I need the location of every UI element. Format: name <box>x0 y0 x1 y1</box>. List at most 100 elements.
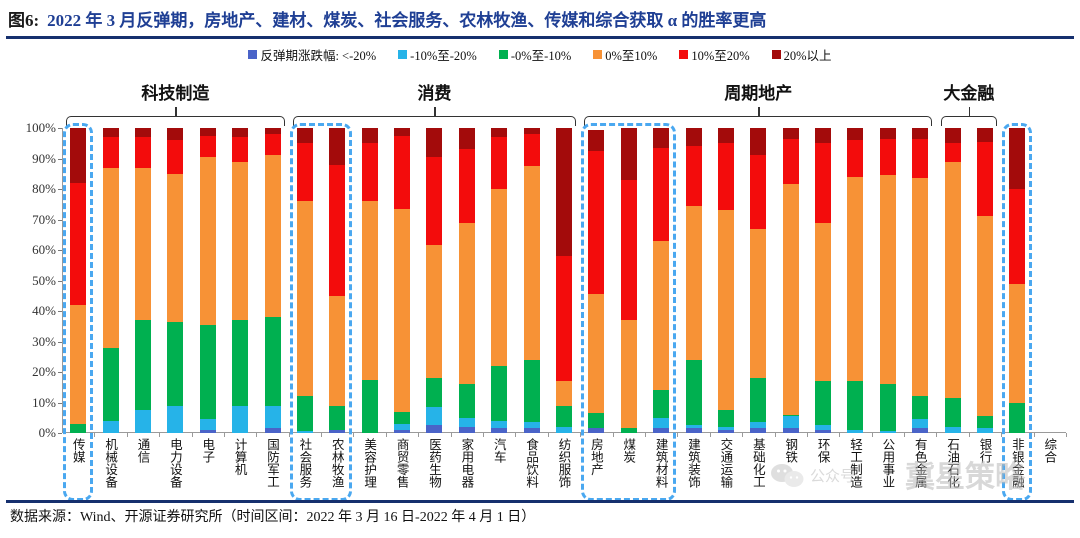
bar-segment <box>912 428 929 433</box>
x-axis-tick-mark <box>191 433 193 437</box>
bar-segment <box>232 137 249 162</box>
bar-10[interactable] <box>394 128 411 433</box>
y-axis-tick-label: 50% <box>32 272 56 288</box>
bar-segment <box>556 128 572 257</box>
legend-label: 10%至20% <box>691 48 750 63</box>
x-axis-label-28: 银行 <box>977 438 992 463</box>
bar-segment <box>491 428 508 433</box>
bar-3[interactable] <box>167 128 184 433</box>
y-axis-tick-mark <box>58 128 62 129</box>
bar-26[interactable] <box>912 128 929 433</box>
bar-segment <box>264 155 281 318</box>
bar-segment <box>685 428 702 433</box>
x-axis-label-25: 公用事业 <box>880 438 895 488</box>
figure-title-bar: 图6: 2022 年 3 月反弹期，房地产、建材、煤炭、社会服务、农林牧渔、传媒… <box>0 0 1080 36</box>
bar-segment <box>329 164 346 296</box>
x-axis-label-7: 社会服务 <box>297 438 312 488</box>
bar-segment <box>491 128 508 138</box>
bar-segment <box>847 381 864 430</box>
bar-27[interactable] <box>944 128 961 433</box>
bar-30[interactable] <box>1042 128 1058 433</box>
x-axis-label-2: 通信 <box>135 438 150 463</box>
bar-1[interactable] <box>102 128 119 433</box>
x-axis-tick-mark <box>806 433 808 437</box>
bar-23[interactable] <box>815 128 832 433</box>
bar-segment <box>717 210 734 411</box>
bar-segment <box>588 294 605 414</box>
bar-12[interactable] <box>458 128 475 433</box>
bar-14[interactable] <box>523 128 540 433</box>
legend-item-3: 0%至10% <box>593 45 657 64</box>
y-axis-tick-label: 80% <box>32 181 56 196</box>
bar-segment <box>491 137 508 189</box>
bar-segment <box>361 143 378 202</box>
chart-plot-area: 0% 10% 20% 30% 40% 50% 60% 70% 80% 90% 100% <box>26 120 1067 440</box>
bar-19[interactable] <box>685 128 702 433</box>
bar-segment <box>167 321 184 406</box>
bar-segment <box>394 135 411 209</box>
bar-segment <box>426 425 443 433</box>
bar-segment <box>879 431 896 433</box>
bar-segment <box>912 178 929 397</box>
bar-segment <box>717 410 734 427</box>
y-axis-tick-label: 70% <box>32 211 56 227</box>
x-axis-label-21: 基础化工 <box>750 438 765 488</box>
bar-11[interactable] <box>426 128 443 433</box>
bar-segment <box>912 396 929 420</box>
legend-item-4: 10%至20% <box>679 45 750 64</box>
bar-15[interactable] <box>556 128 572 433</box>
bar-segment <box>70 182 87 305</box>
bar-17[interactable] <box>620 128 637 433</box>
bar-segment <box>523 428 540 433</box>
legend-label: 0%至10% <box>605 48 658 63</box>
x-axis-label-20: 交通运输 <box>718 438 733 488</box>
bar-segment <box>134 320 151 411</box>
bar-25[interactable] <box>879 128 896 433</box>
bar-29[interactable] <box>1009 128 1026 433</box>
bar-segment <box>977 128 994 142</box>
bar-segment <box>491 420 508 429</box>
legend-item-5: 20%以上 <box>771 45 832 64</box>
bar-2[interactable] <box>134 128 151 433</box>
bar-segment <box>556 381 572 406</box>
x-axis-tick-mark <box>612 433 614 437</box>
bar-segment <box>879 175 896 385</box>
bar-13[interactable] <box>491 128 508 433</box>
bar-segment <box>199 135 216 157</box>
bar-segment <box>847 140 864 177</box>
bar-18[interactable] <box>653 128 670 433</box>
legend-swatch-icon <box>593 49 603 59</box>
bar-28[interactable] <box>977 128 994 433</box>
bar-segment <box>102 420 119 433</box>
bar-7[interactable] <box>296 128 313 433</box>
bar-5[interactable] <box>232 128 249 433</box>
x-axis-label-6: 国防军工 <box>265 438 280 488</box>
bar-segment <box>620 179 637 321</box>
bar-segment <box>588 150 605 295</box>
y-axis-tick-label: 20% <box>32 364 56 379</box>
bar-6[interactable] <box>264 128 281 433</box>
bar-segment <box>1009 402 1026 433</box>
bar-4[interactable] <box>199 128 216 433</box>
bar-segment <box>491 189 508 366</box>
bar-21[interactable] <box>750 128 767 433</box>
bar-16[interactable] <box>588 128 605 433</box>
title-divider <box>6 36 1074 39</box>
bar-0[interactable] <box>70 128 87 433</box>
bar-8[interactable] <box>329 128 346 433</box>
x-axis-label-11: 医药生物 <box>426 438 441 488</box>
legend-swatch-icon <box>248 49 258 59</box>
page-title: 2022 年 3 月反弹期，房地产、建材、煤炭、社会服务、农林牧渔、传媒和综合获… <box>47 10 767 30</box>
bar-24[interactable] <box>847 128 864 433</box>
bar-segment <box>588 129 605 151</box>
bar-segment <box>782 128 799 139</box>
bar-9[interactable] <box>361 128 378 433</box>
group-label-0: 科技制造 <box>141 84 210 103</box>
x-axis-tick-mark <box>515 433 517 437</box>
bar-20[interactable] <box>717 128 734 433</box>
bar-22[interactable] <box>782 128 799 433</box>
bar-segment <box>329 295 346 406</box>
x-axis-label-19: 建筑装饰 <box>686 438 701 488</box>
x-axis-label-17: 煤炭 <box>621 438 636 463</box>
x-axis-label-0: 传媒 <box>70 438 85 463</box>
